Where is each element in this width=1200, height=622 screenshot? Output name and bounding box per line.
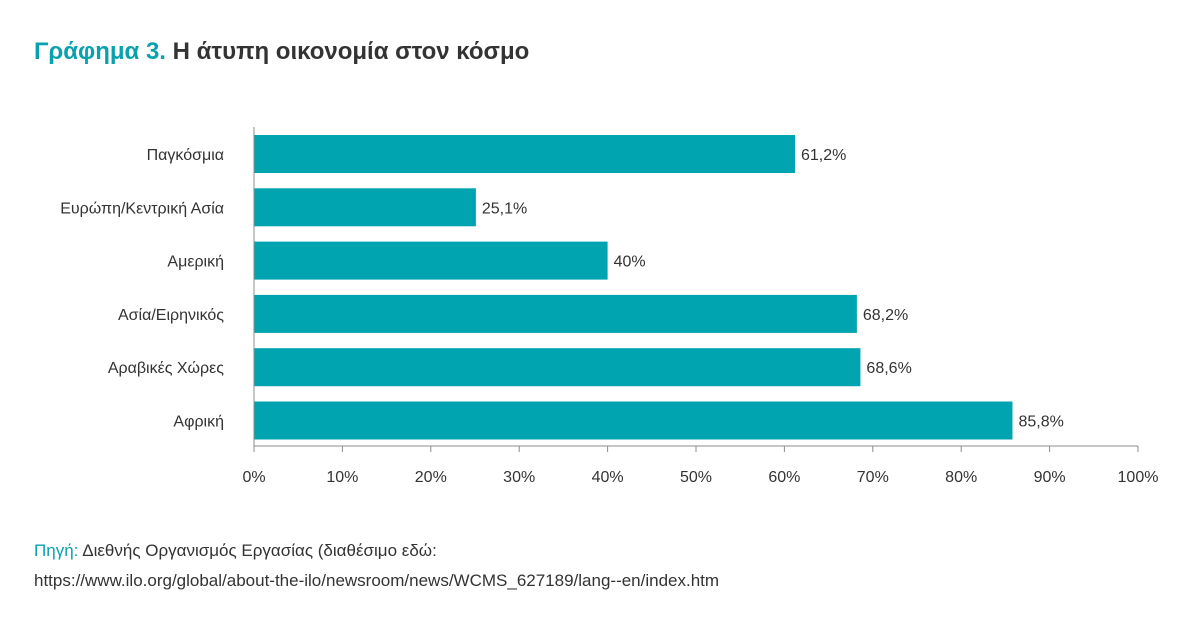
bars-group bbox=[254, 135, 1013, 440]
bar-3 bbox=[254, 294, 857, 333]
value-label-1: 25,1% bbox=[482, 200, 527, 217]
x-tick-label-5: 50% bbox=[680, 469, 712, 486]
bar-0 bbox=[254, 135, 796, 173]
value-label-4: 68,6% bbox=[866, 360, 911, 377]
x-tick-label-6: 60% bbox=[768, 469, 800, 486]
x-tick-label-0: 0% bbox=[242, 469, 265, 486]
value-label-3: 68,2% bbox=[863, 307, 908, 324]
x-tick-label-4: 40% bbox=[592, 469, 624, 486]
bar-2 bbox=[254, 241, 608, 280]
value-label-2: 40% bbox=[614, 254, 646, 271]
category-labels: Παγκόσμια Ευρώπη/Κεντρική Ασία Αμερική Ασία… bbox=[60, 147, 224, 431]
bar-5 bbox=[254, 401, 1013, 440]
bar-chart: Παγκόσμια Ευρώπη/Κεντρική Ασία Αμερική Ασία… bbox=[60, 127, 1158, 486]
value-labels: 61,2% 25,1% 40% 68,2% 68,6% 85,8% bbox=[482, 147, 1064, 431]
x-tick-label-3: 30% bbox=[503, 469, 535, 486]
source-url[interactable]: https://www.ilo.org/global/about-the-ilo… bbox=[34, 571, 720, 590]
bar-1 bbox=[254, 188, 476, 227]
x-ticks: 0% 10% 20% 30% 40% 50% 60% 70% 80% 90% 100% bbox=[242, 446, 1158, 486]
x-tick-label-10: 100% bbox=[1118, 469, 1159, 486]
chart-title: Γράφημα 3. Η άτυπη οικονομία στον κόσμο bbox=[34, 38, 529, 66]
category-label-1: Ευρώπη/Κεντρική Ασία bbox=[60, 200, 224, 217]
chart-title-lead: Γράφημα 3. bbox=[34, 38, 166, 65]
category-label-4: Αραβικές Χώρες bbox=[108, 360, 224, 377]
category-label-2: Αμερική bbox=[167, 254, 224, 271]
bar-4 bbox=[254, 348, 861, 387]
x-tick-label-8: 80% bbox=[945, 469, 977, 486]
x-tick-label-2: 20% bbox=[415, 469, 447, 486]
source-label: Πηγή: bbox=[34, 541, 79, 560]
category-label-5: Αφρική bbox=[173, 414, 224, 431]
category-label-3: Ασία/Ειρηνικός bbox=[118, 307, 224, 324]
source-text: Διεθνής Οργανισμός Εργασίας (διαθέσιμο ε… bbox=[82, 541, 437, 560]
value-label-5: 85,8% bbox=[1018, 414, 1063, 431]
chart-title-text: Η άτυπη οικονομία στον κόσμο bbox=[172, 38, 530, 65]
source-note: Πηγή: Διεθνής Οργανισμός Εργασίας (διαθέ… bbox=[34, 536, 719, 596]
x-tick-label-9: 90% bbox=[1034, 469, 1066, 486]
value-label-0: 61,2% bbox=[801, 147, 846, 164]
x-tick-label-7: 70% bbox=[857, 469, 889, 486]
x-tick-label-1: 10% bbox=[326, 469, 358, 486]
category-label-0: Παγκόσμια bbox=[147, 147, 224, 164]
